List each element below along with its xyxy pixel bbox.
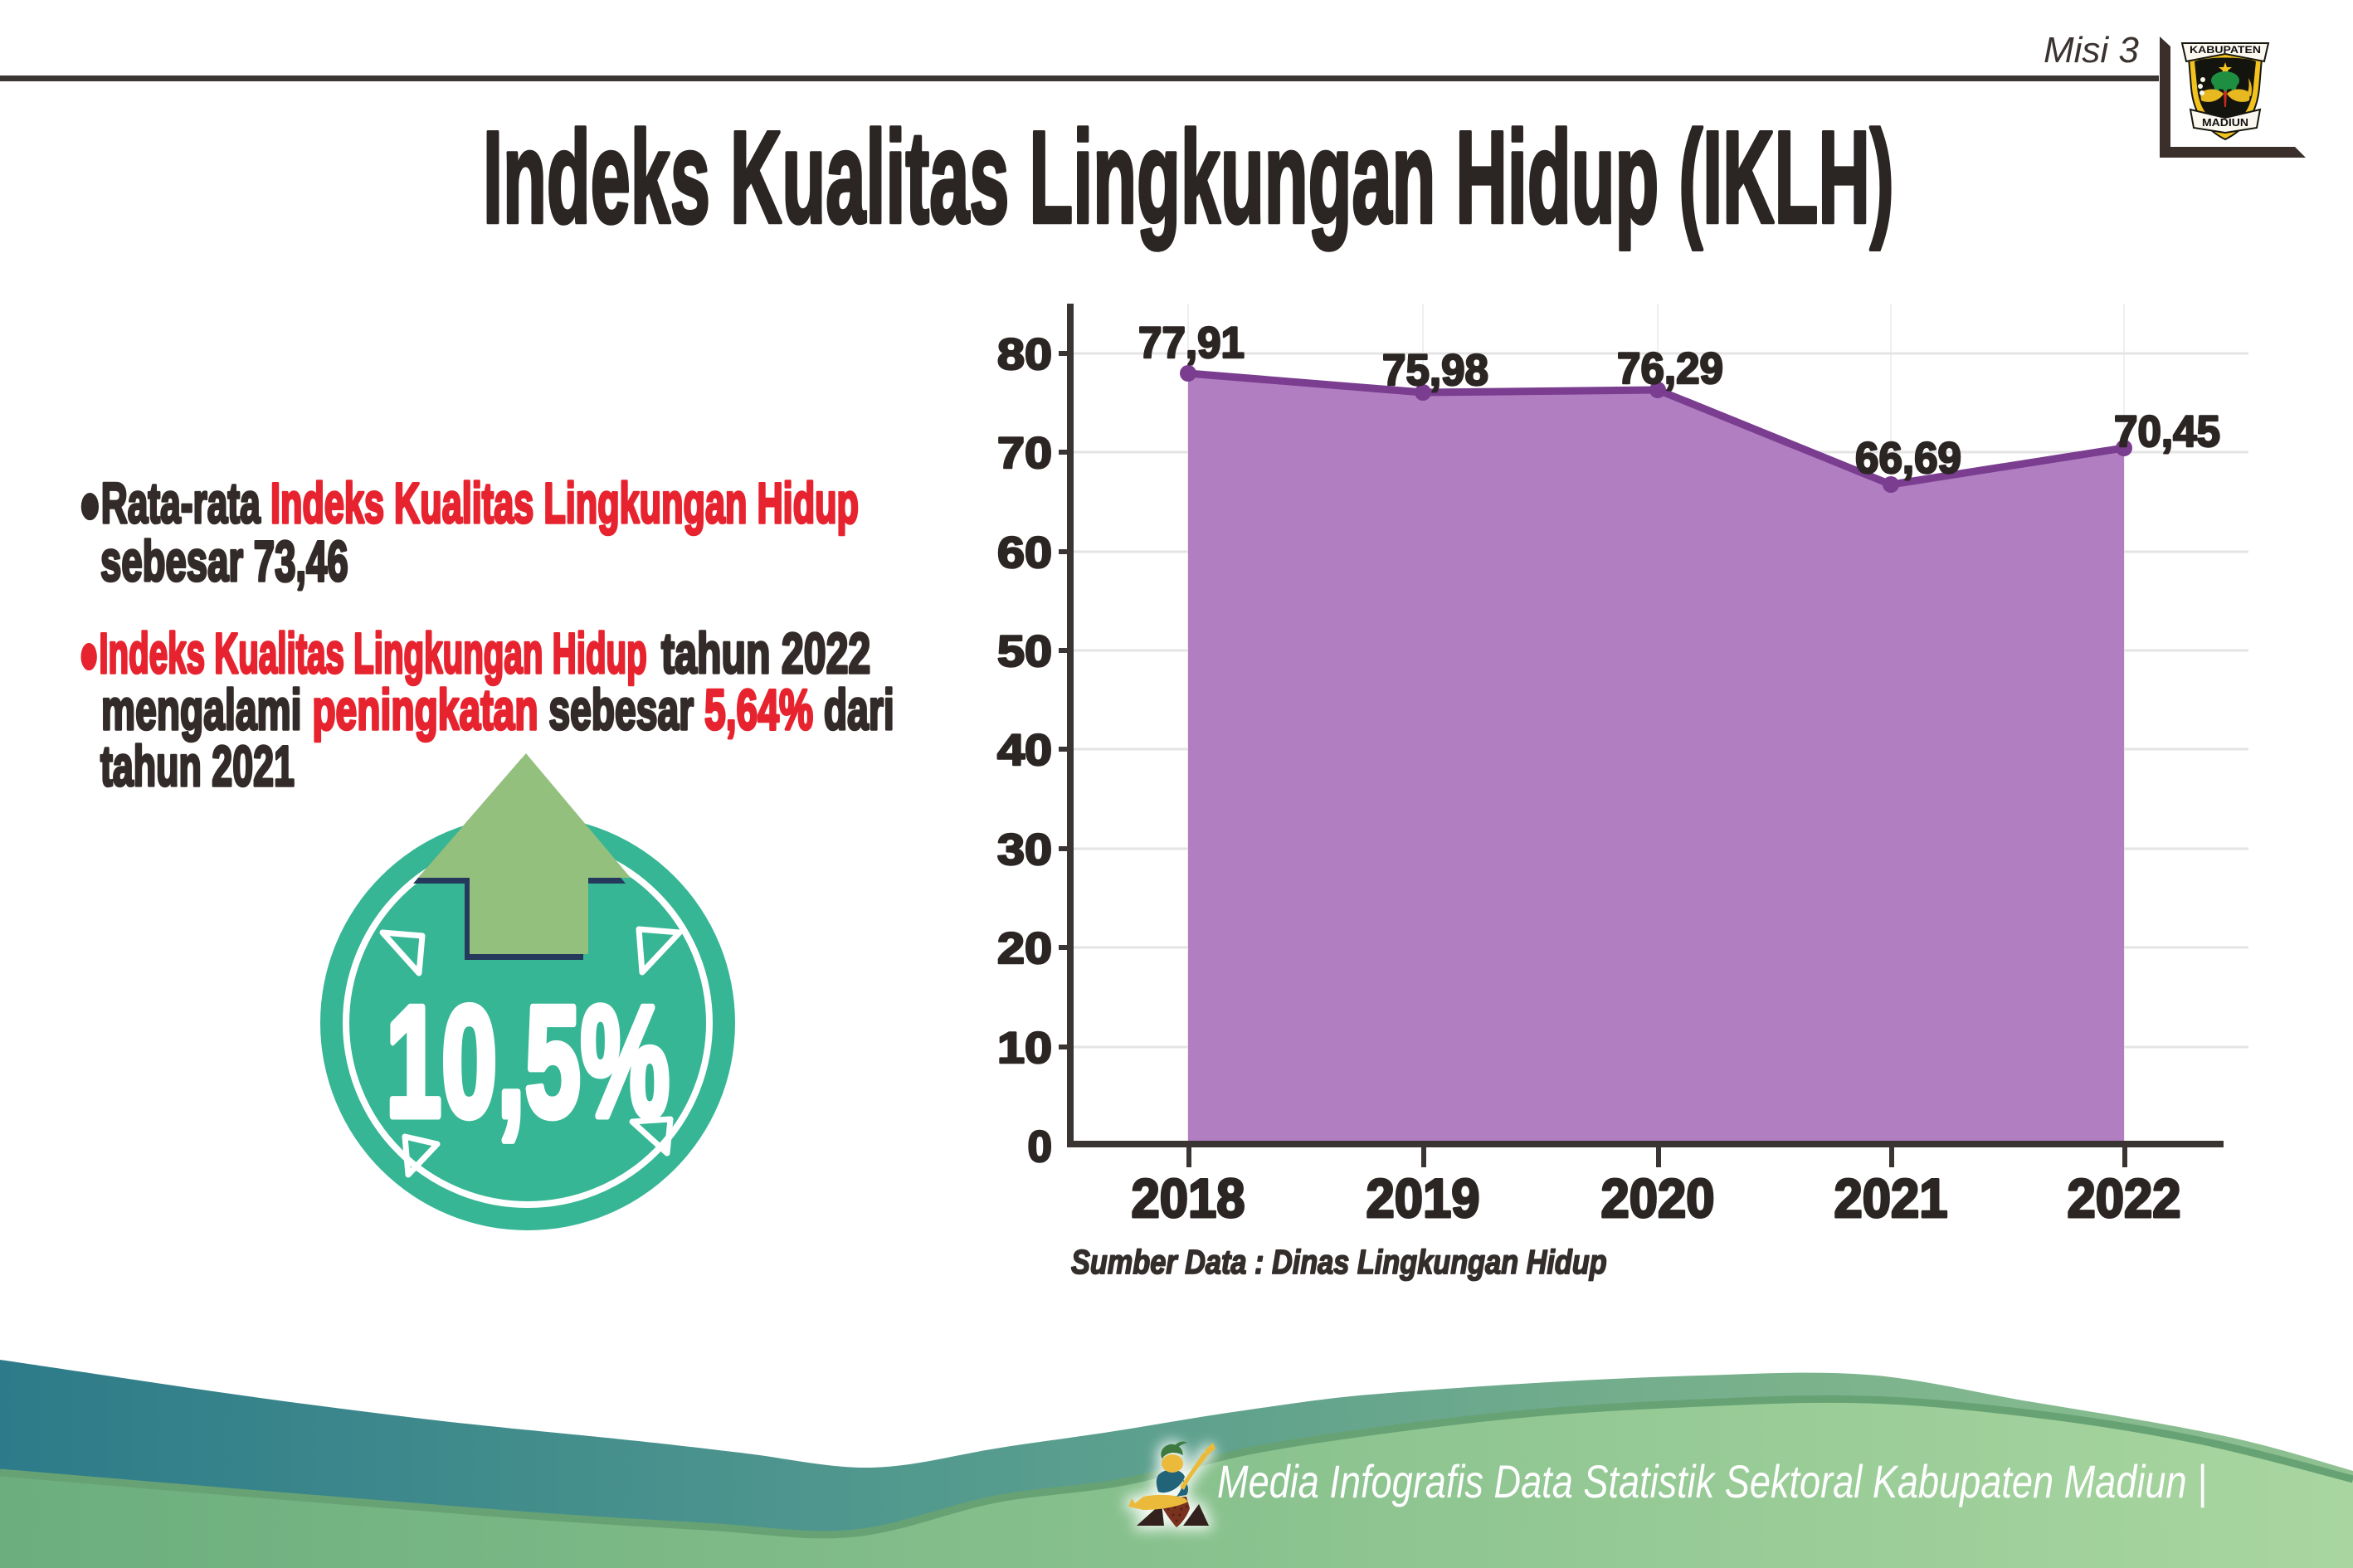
svg-text:2019: 2019 [1366, 1167, 1480, 1229]
svg-text:●Indeks Kualitas Lingkungan Hi: ●Indeks Kualitas Lingkungan Hidup [79, 621, 647, 685]
svg-text:tahun 2022: tahun 2022 [661, 621, 870, 685]
svg-text:10,5%: 10,5% [386, 973, 670, 1150]
svg-text:70: 70 [997, 429, 1052, 478]
svg-text:tahun 2021: tahun 2021 [100, 734, 295, 798]
svg-text:Sumber Data : Dinas Lingkungan: Sumber Data : Dinas Lingkungan Hidup [1071, 1244, 1607, 1282]
svg-text:MADIUN: MADIUN [2202, 116, 2248, 129]
svg-text:Indeks Kualitas Lingkungan Hid: Indeks Kualitas Lingkungan Hidup [270, 472, 859, 536]
svg-text:66,69: 66,69 [1855, 434, 1961, 483]
svg-text:77,91: 77,91 [1138, 319, 1245, 368]
svg-text:40: 40 [997, 726, 1052, 775]
svg-text:80: 80 [997, 330, 1052, 379]
svg-text:2018: 2018 [1132, 1167, 1245, 1229]
svg-text:2020: 2020 [1601, 1167, 1715, 1229]
svg-text:20: 20 [997, 924, 1052, 973]
svg-text:70,45: 70,45 [2114, 407, 2220, 456]
svg-text:10: 10 [997, 1024, 1052, 1073]
svg-text:75,98: 75,98 [1382, 346, 1488, 395]
svg-text:●Rata-rata: ●Rata-rata [79, 472, 261, 535]
svg-text:2022: 2022 [2068, 1167, 2181, 1229]
svg-text:76,29: 76,29 [1617, 344, 1723, 393]
svg-text:mengalami peningkatan sebesar: mengalami peningkatan sebesar 5,64% dari [101, 679, 894, 742]
svg-text:50: 50 [997, 627, 1052, 676]
svg-text:60: 60 [997, 528, 1052, 577]
svg-text:Misi 3: Misi 3 [2044, 30, 2139, 71]
svg-text:Indeks Kualitas Lingkungan Hid: Indeks Kualitas Lingkungan Hidup (IKLH) [483, 104, 1894, 250]
svg-text:Media Infografis Data Statisti: Media Infografis Data Statistik Sektoral… [1217, 1455, 2207, 1508]
svg-text:sebesar 73,46: sebesar 73,46 [100, 530, 348, 594]
svg-text:2021: 2021 [1834, 1167, 1948, 1229]
svg-text:0: 0 [1028, 1122, 1052, 1171]
svg-text:KABUPATEN: KABUPATEN [2190, 44, 2261, 56]
svg-text:30: 30 [997, 825, 1052, 874]
